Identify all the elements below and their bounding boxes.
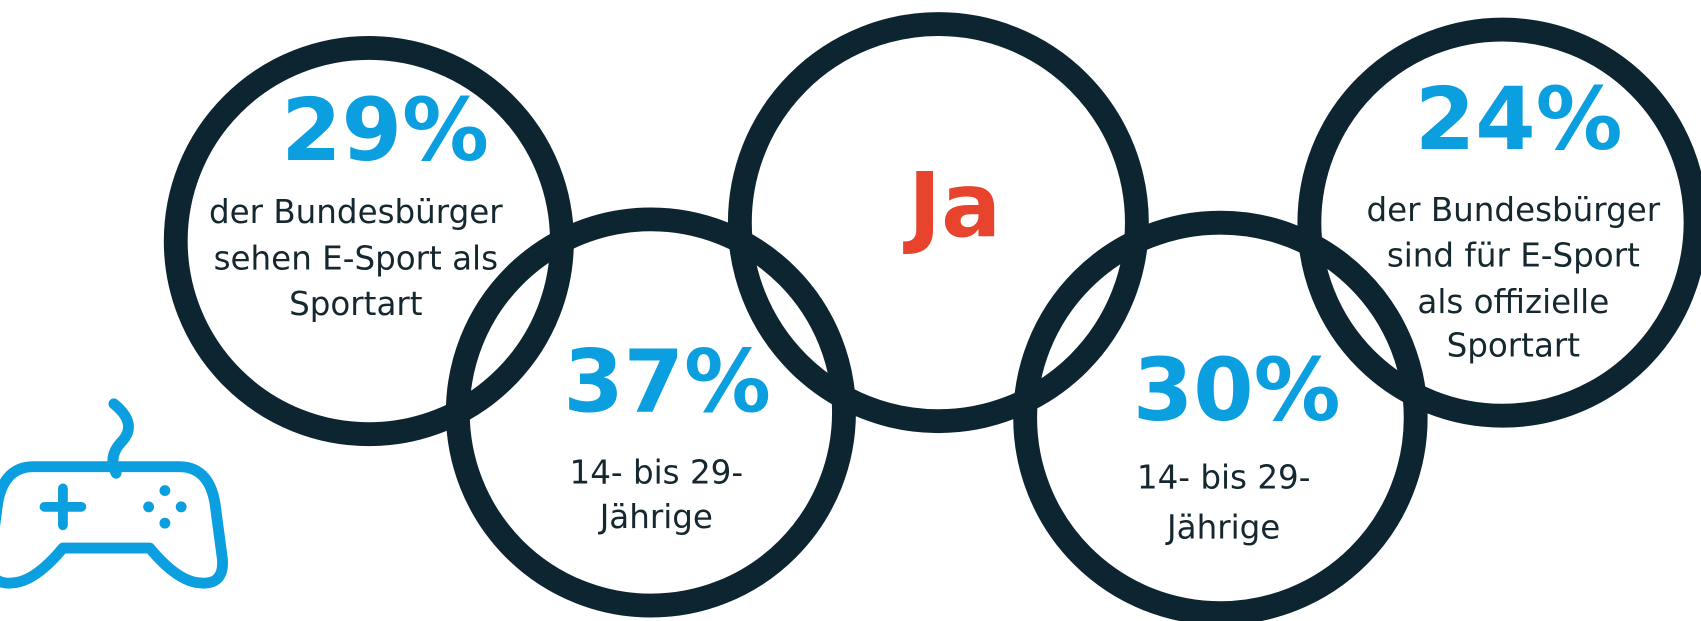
stat-value: 29% (281, 80, 489, 181)
stat-caption: sehen E-Sport als (214, 240, 498, 278)
stat-value: 37% (563, 331, 771, 432)
controller-icon (0, 398, 228, 589)
stat-value: 24% (1415, 69, 1623, 170)
ring (1013, 210, 1428, 621)
stat-caption: 14- bis 29- (570, 453, 744, 491)
ring (445, 207, 856, 618)
stat-caption: als offizielle (1417, 283, 1609, 321)
stat-caption: Sportart (289, 285, 422, 323)
stat-caption: Jährige (598, 498, 713, 536)
stat-value: 30% (1133, 340, 1341, 441)
stat-caption: der Bundesbürger (209, 193, 503, 231)
stat-caption: Jährige (1165, 509, 1280, 547)
stat-caption: der Bundesbürger (1366, 191, 1660, 229)
stat-value: Ja (903, 153, 1001, 257)
stat-caption: Sportart (1447, 326, 1580, 364)
stat-caption: 14- bis 29- (1137, 459, 1311, 497)
ring (1297, 17, 1701, 428)
ring (727, 12, 1149, 434)
stat-caption: sind für E-Sport (1387, 236, 1640, 274)
